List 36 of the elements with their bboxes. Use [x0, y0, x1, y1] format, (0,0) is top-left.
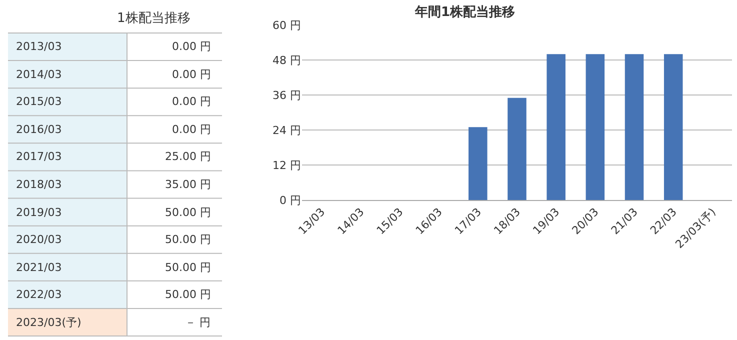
text: 50.00 円: [165, 261, 211, 274]
category-label: 2022/03: [16, 288, 62, 301]
category-label: 2016/03: [16, 123, 62, 136]
bar: [508, 98, 526, 200]
bar: [624, 54, 644, 200]
category-label: 2018/03: [16, 178, 62, 191]
y-tick-label: 36 円: [272, 88, 301, 102]
y-tick-label: 60 円: [272, 18, 301, 32]
text: 0.00 円: [172, 95, 211, 108]
category-label: 2021/03: [16, 261, 62, 274]
category-label: 2013/03: [16, 40, 62, 53]
text: 25.00 円: [165, 150, 211, 163]
text: 0.00 円: [172, 123, 211, 136]
category-label: 2014/03: [16, 68, 62, 81]
category-label: 2020/03: [16, 233, 62, 246]
category-label: 2015/03: [16, 95, 62, 108]
text: 0.00 円: [172, 68, 211, 81]
chart-title: 年間1株配当推移: [414, 5, 516, 20]
category-label: 2017/03: [16, 150, 62, 163]
text: 50.00 円: [165, 233, 211, 246]
bar: [468, 127, 488, 200]
text: － 円: [185, 316, 210, 329]
y-tick-label: 24 円: [272, 124, 301, 137]
category-label: 2023/03(予): [16, 316, 82, 329]
text: 0.00 円: [172, 40, 211, 53]
text: 1株配当推移: [117, 11, 190, 26]
bar: [546, 54, 566, 200]
bar: [664, 54, 683, 200]
y-tick-label: 12 円: [272, 158, 301, 172]
bar: [586, 54, 605, 200]
text: 35.00 円: [165, 178, 211, 191]
text: 50.00 円: [165, 206, 211, 219]
y-tick-label: 0 円: [280, 194, 301, 207]
text: 50.00 円: [165, 288, 211, 301]
category-label: 2019/03: [16, 206, 62, 219]
y-tick-label: 48 円: [272, 54, 301, 67]
